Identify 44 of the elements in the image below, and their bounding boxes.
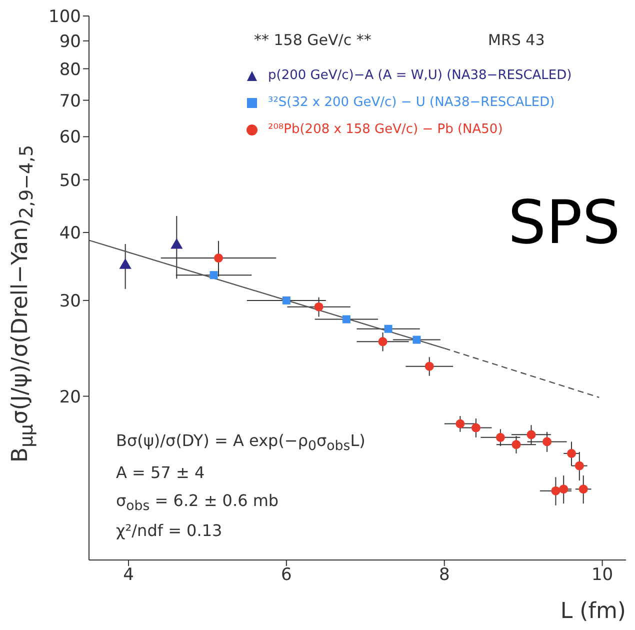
y-tick-label: 90 [59,32,81,52]
point [542,437,552,446]
x-tick-label: 8 [438,565,450,586]
y-tick-label: 60 [59,128,81,148]
annotation: χ²/ndf = 0.13 [116,521,222,540]
point [378,337,388,346]
point [566,448,576,458]
legend-label: ³²S(32 x 200 GeV/c) − U (NA38−RESCALED) [268,95,555,110]
point [471,423,480,432]
point [456,419,465,428]
point [526,430,536,440]
y-tick-label: 70 [59,91,81,112]
point [210,271,218,280]
annotation: Bσ(ψ)/σ(DY) = A exp(−ρ$_{0}$σ$_{obs}$L) [116,431,366,455]
y-tick-label: 20 [59,387,81,408]
x-tick-label: 6 [281,565,292,586]
point [282,296,290,304]
legend-label: p(200 GeV/c)−A (A = W,U) (NA38−RESCALED) [268,68,572,83]
y-tick-label: 30 [59,291,81,312]
point [559,484,568,494]
point [512,440,521,450]
point [496,432,505,442]
point [342,315,350,324]
annotation: A = 57 ± 4 [116,463,205,482]
annotation: σ$_{obs}$ = 6.2 ± 0.6 mb [116,491,279,515]
legend-label: ²⁰⁸Pb(208 x 158 GeV/c) − Pb (NA50) [268,122,503,137]
annotation: SPS [508,188,620,258]
annotation: ** 158 GeV/c ** [254,31,372,49]
y-tick-label: 100 [48,7,81,28]
y-tick-label: 50 [59,170,81,191]
x-tick-label: 10 [591,565,614,586]
point [214,254,224,263]
point [578,484,588,494]
point [384,324,392,333]
point [424,362,434,371]
y-tick-label: 40 [59,224,81,244]
x-tick-label: 4 [123,565,134,586]
point [412,336,421,344]
x-axis-title: L (fm) [560,599,626,624]
annotation: MRS 43 [488,31,545,49]
point [574,461,584,470]
y-tick-label: 80 [59,60,81,80]
point [551,486,560,496]
point [314,302,324,312]
